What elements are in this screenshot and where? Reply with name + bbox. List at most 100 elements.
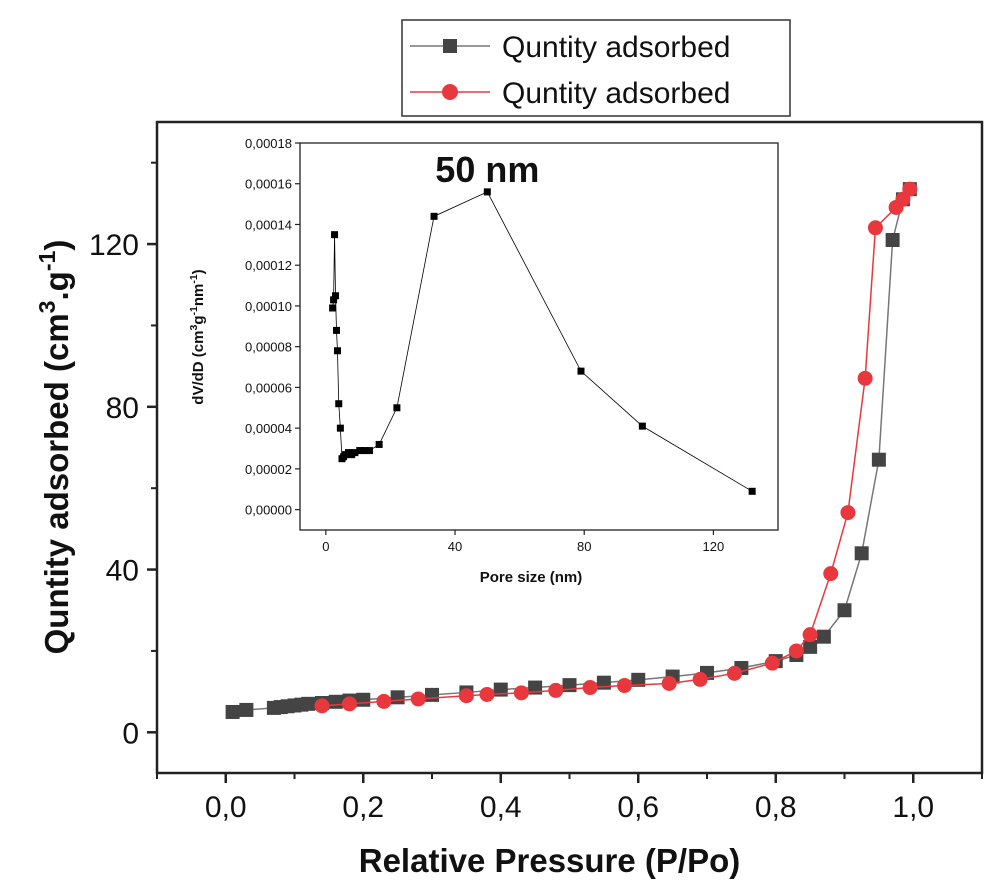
series-0-point xyxy=(301,696,316,711)
legend-label: Quntity adsorbed xyxy=(502,77,730,110)
inset-series-point xyxy=(356,447,364,455)
inset-series-point xyxy=(748,487,756,495)
inset-y-axis-label-part: dV/dD (cm xyxy=(190,331,207,405)
inset-series-point xyxy=(577,367,585,375)
series-0-point xyxy=(239,702,254,717)
main-y-axis-label: Quntity adsorbed (cm3.g-1) xyxy=(34,240,75,655)
series-0-point xyxy=(225,704,240,719)
series-1-point xyxy=(479,686,495,702)
main-y-tick-label: 120 xyxy=(89,229,139,262)
inset-series-point xyxy=(330,296,338,304)
series-1-point xyxy=(314,698,330,714)
inset-y-tick-label: 0,00010 xyxy=(245,299,292,314)
main-x-tick-label: 0,8 xyxy=(755,791,797,824)
main-x-tick-label: 0,6 xyxy=(617,791,659,824)
inset-y-tick-label: 0,00018 xyxy=(245,136,292,151)
main-y-axis-label-sup: -1 xyxy=(34,250,60,271)
legend-label: Quntity adsorbed xyxy=(502,31,730,64)
series-1-point xyxy=(548,682,564,698)
inset-chart: 0 40 80 120 0,00000 0,00002 0,00004 0,00006 0,00… xyxy=(188,136,779,586)
series-1-point xyxy=(513,685,529,701)
inset-y-axis-label: dV/dD (cm3g-1nm-1) xyxy=(188,269,207,404)
inset-y-tick-label: 0,00008 xyxy=(245,340,292,355)
series-0-point xyxy=(816,629,831,644)
inset-y-tick-label: 0,00012 xyxy=(245,258,292,273)
legend-marker xyxy=(443,39,457,53)
main-x-tick-label: 0,0 xyxy=(205,791,247,824)
series-1-point xyxy=(692,671,708,687)
main-x-tick-label: 0,4 xyxy=(480,791,522,824)
series-0-point xyxy=(631,672,646,687)
inset-y-tick-label: 0,00014 xyxy=(245,217,292,232)
series-1-point xyxy=(764,655,780,671)
series-0-point xyxy=(803,639,818,654)
main-y-axis-label-part: .g xyxy=(38,271,75,300)
inset-y-tick-label: 0,00000 xyxy=(245,503,292,518)
series-0-point xyxy=(328,694,343,709)
series-1-point xyxy=(582,680,598,696)
main-x-axis-label: Relative Pressure (P/Po) xyxy=(359,842,741,879)
inset-x-axis-label: Pore size (nm) xyxy=(480,569,583,586)
inset-y-axis-label-sup: -1 xyxy=(188,274,200,283)
inset-y-axis-label-part: nm xyxy=(190,284,207,307)
main-y-axis-label-sup: 3 xyxy=(34,300,60,313)
inset-series-point xyxy=(483,188,491,196)
inset-series-point xyxy=(329,304,337,312)
series-0-point xyxy=(390,690,405,705)
inset-series-point xyxy=(361,447,369,455)
series-0-point xyxy=(871,452,886,467)
series-1-point xyxy=(802,627,818,643)
series-1-point xyxy=(342,696,357,712)
inset-y-axis-label-part: g xyxy=(190,315,207,324)
main-y-tick-label: 40 xyxy=(106,555,139,588)
series-1-point xyxy=(376,693,392,709)
main-y-tick-label: 0 xyxy=(122,717,139,750)
inset-y-tick-label: 0,00006 xyxy=(245,380,292,395)
series-1-point xyxy=(840,505,856,521)
inset-y-tick-label: 0,00016 xyxy=(245,177,292,192)
inset-series-point xyxy=(430,212,438,220)
series-1-point xyxy=(888,199,904,215)
inset-x-tick-label: 40 xyxy=(448,539,462,554)
peak-annotation: 50 nm xyxy=(435,149,539,190)
inset-series-point xyxy=(336,424,344,432)
main-y-tick-label: 80 xyxy=(106,392,139,425)
legend-box xyxy=(401,19,791,117)
main-y-axis-label-part: ) xyxy=(38,240,75,251)
series-0-point xyxy=(356,692,371,707)
legend: Quntity adsorbed Quntity adsorbed xyxy=(401,19,791,117)
inset-series-point xyxy=(638,422,646,430)
inset-y-axis-label-sup: 3 xyxy=(188,325,200,331)
inset-series-point xyxy=(375,440,383,448)
inset-x-tick-label: 80 xyxy=(577,539,591,554)
inset-y-axis-label-sup: -1 xyxy=(188,306,200,315)
inset-series-point xyxy=(393,404,401,412)
series-1-point xyxy=(727,665,742,681)
series-1-point xyxy=(458,688,474,704)
series-1-point xyxy=(617,678,632,694)
main-y-axis-label-part: Quntity adsorbed (cm xyxy=(38,313,75,654)
series-0-point xyxy=(837,603,852,618)
series-1-point xyxy=(867,220,883,236)
series-1-point xyxy=(823,566,839,582)
series-1-point xyxy=(661,675,677,691)
inset-x-tick-label: 120 xyxy=(703,539,725,554)
main-x-tick-label: 0,2 xyxy=(342,791,384,824)
series-0-point xyxy=(885,232,900,247)
inset-y-axis-label-part: ) xyxy=(190,269,207,274)
series-1-point xyxy=(857,370,873,386)
inset-series-point xyxy=(335,400,343,408)
inset-series-point xyxy=(365,447,373,455)
inset-series-point xyxy=(332,326,340,334)
series-0-point xyxy=(854,546,869,561)
main-chart: 0,0 0,2 0,4 0,6 0,8 1,0 0 40 80 120 Relative Press… xyxy=(34,120,984,879)
inset-series-point xyxy=(332,292,340,300)
inset-plot-frame xyxy=(299,142,779,531)
inset-series-point xyxy=(333,347,341,355)
series-1-point xyxy=(410,691,426,707)
inset-series-point xyxy=(331,231,339,239)
inset-x-tick-label: 0 xyxy=(322,539,329,554)
series-1-point xyxy=(788,643,804,659)
inset-series-point xyxy=(351,449,359,457)
